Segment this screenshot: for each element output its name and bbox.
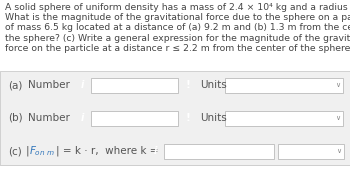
Text: (a): (a) xyxy=(8,80,22,90)
Text: of mass 6.5 kg located at a distance of (a) 9.2 m and (b) 1.3 m from the center : of mass 6.5 kg located at a distance of … xyxy=(5,23,350,32)
Text: Units: Units xyxy=(200,113,227,123)
Text: !: ! xyxy=(186,80,190,90)
Text: | = k · r,  where k =: | = k · r, where k = xyxy=(56,146,159,156)
Bar xyxy=(225,111,343,126)
Bar xyxy=(181,78,195,92)
Bar xyxy=(1,71,349,99)
Text: $F_{on\ m}$: $F_{on\ m}$ xyxy=(29,144,55,158)
Bar xyxy=(75,78,89,92)
Text: i: i xyxy=(80,113,84,123)
Bar xyxy=(278,144,344,159)
Bar xyxy=(148,144,162,158)
Text: !: ! xyxy=(186,113,190,123)
Bar xyxy=(225,77,343,92)
Text: What is the magnitude of the gravitational force due to the sphere on a particle: What is the magnitude of the gravitation… xyxy=(5,13,350,22)
Text: ∨: ∨ xyxy=(335,115,341,121)
Text: the sphere? (c) Write a general expression for the magnitude of the gravitationa: the sphere? (c) Write a general expressi… xyxy=(5,34,350,43)
Text: i: i xyxy=(80,80,84,90)
Text: A solid sphere of uniform density has a mass of 2.4 × 10⁴ kg and a radius of 2.2: A solid sphere of uniform density has a … xyxy=(5,3,350,12)
Bar xyxy=(91,111,178,126)
Text: (c): (c) xyxy=(8,146,22,156)
Bar xyxy=(1,104,349,132)
Text: |: | xyxy=(26,146,30,156)
Bar xyxy=(1,137,349,165)
Bar xyxy=(0,71,350,165)
Text: Number: Number xyxy=(28,80,70,90)
Text: Units: Units xyxy=(200,80,227,90)
Text: (b): (b) xyxy=(8,113,23,123)
Text: ∨: ∨ xyxy=(335,82,341,88)
Bar xyxy=(164,144,274,159)
Text: Number: Number xyxy=(28,113,70,123)
Bar xyxy=(91,77,178,92)
Text: force on the particle at a distance r ≤ 2.2 m from the center of the sphere.: force on the particle at a distance r ≤ … xyxy=(5,44,350,53)
Bar xyxy=(75,111,89,125)
Text: ∨: ∨ xyxy=(336,148,342,154)
Bar xyxy=(181,111,195,125)
Bar xyxy=(0,71,350,165)
Text: i: i xyxy=(153,146,157,156)
